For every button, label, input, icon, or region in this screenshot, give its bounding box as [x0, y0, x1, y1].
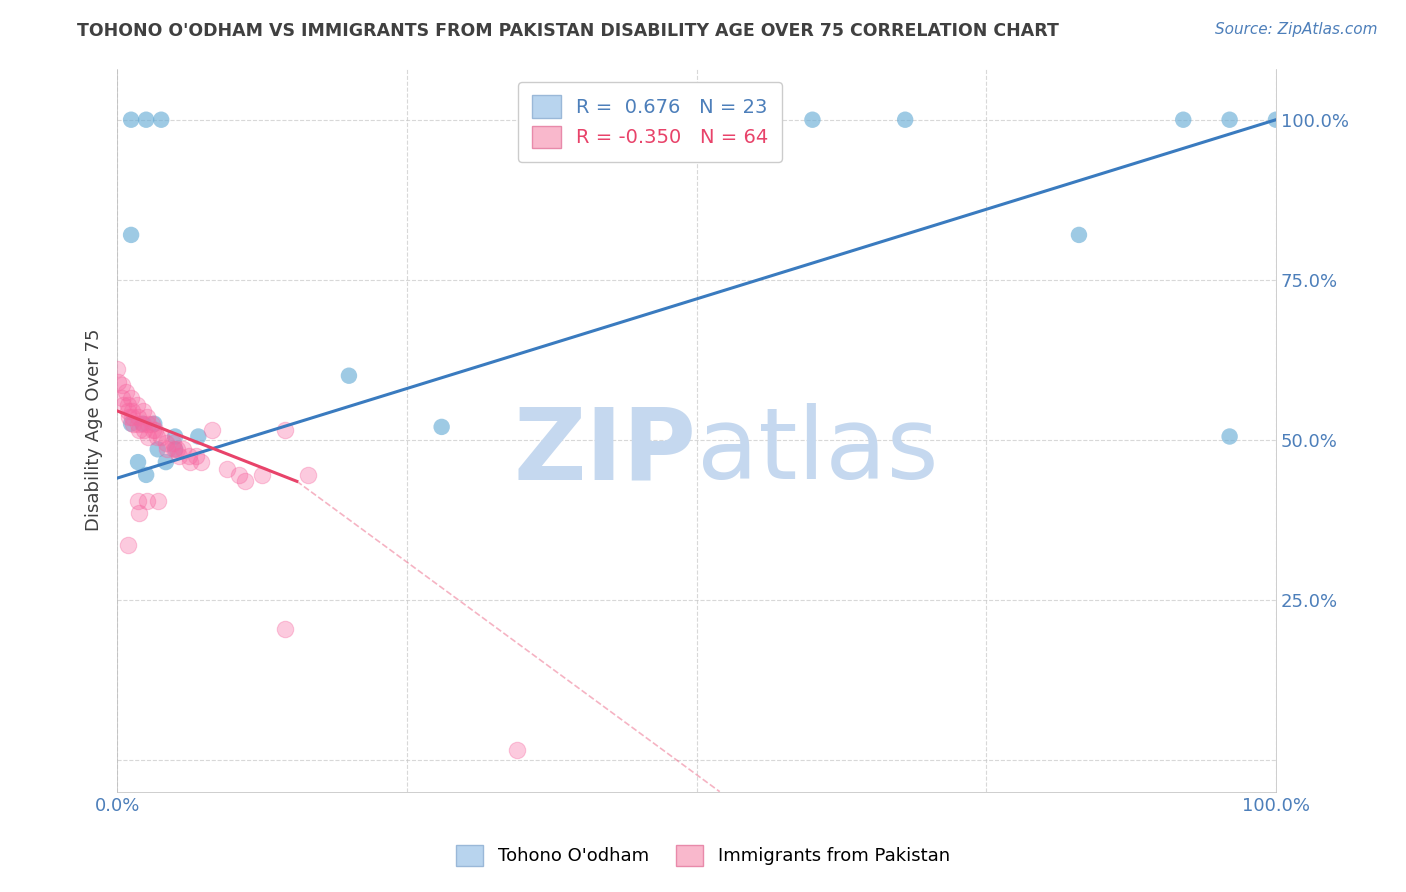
Point [163, 442, 186, 457]
Legend: R =  0.676   N = 23, R = -0.350   N = 64: R = 0.676 N = 23, R = -0.350 N = 64 [519, 82, 782, 161]
Point [118, 410, 141, 425]
Point [138, 429, 160, 443]
Point [117, 397, 139, 411]
Point [250, 467, 273, 482]
Point [135, 467, 157, 482]
Point [179, 455, 201, 469]
Point [274, 622, 297, 636]
Point [1265, 112, 1288, 127]
Text: atlas: atlas [696, 403, 938, 500]
Point [127, 417, 149, 431]
Point [1067, 227, 1090, 242]
Point [217, 461, 239, 475]
Point [233, 475, 256, 489]
Point [184, 449, 207, 463]
Point [111, 378, 134, 392]
Point [105, 362, 128, 376]
Point [120, 391, 142, 405]
Point [117, 404, 139, 418]
Point [894, 112, 917, 127]
Point [1219, 429, 1241, 443]
Point [120, 227, 142, 242]
Point [801, 112, 824, 127]
Text: Source: ZipAtlas.com: Source: ZipAtlas.com [1215, 22, 1378, 37]
Point [1173, 112, 1195, 127]
Point [297, 467, 319, 482]
Point [131, 417, 153, 431]
Point [146, 442, 169, 457]
Point [131, 417, 153, 431]
Point [165, 429, 187, 443]
Legend: Tohono O'odham, Immigrants from Pakistan: Tohono O'odham, Immigrants from Pakistan [444, 832, 962, 879]
Point [274, 423, 297, 437]
Point [125, 397, 148, 411]
Point [506, 743, 529, 757]
Point [145, 429, 167, 443]
Point [121, 404, 143, 418]
Point [201, 423, 224, 437]
Point [138, 417, 160, 431]
Point [136, 410, 159, 425]
Point [228, 467, 250, 482]
Point [120, 417, 142, 431]
Point [107, 375, 129, 389]
Point [136, 493, 159, 508]
Point [1219, 112, 1241, 127]
Point [177, 449, 200, 463]
Point [131, 404, 153, 418]
Point [111, 397, 134, 411]
Point [150, 429, 173, 443]
Point [122, 417, 145, 431]
Point [167, 449, 190, 463]
Point [127, 455, 149, 469]
Point [135, 112, 157, 127]
Point [120, 112, 142, 127]
Point [166, 442, 188, 457]
Point [155, 436, 177, 450]
Point [337, 368, 360, 383]
Point [128, 423, 150, 437]
Point [145, 423, 167, 437]
Point [132, 423, 155, 437]
Text: TOHONO O'ODHAM VS IMMIGRANTS FROM PAKISTAN DISABILITY AGE OVER 75 CORRELATION CH: TOHONO O'ODHAM VS IMMIGRANTS FROM PAKIST… [77, 22, 1059, 40]
Text: ZIP: ZIP [513, 403, 696, 500]
Point [165, 442, 187, 457]
Point [430, 420, 453, 434]
Point [162, 436, 184, 450]
Point [190, 455, 212, 469]
Point [128, 506, 150, 520]
Point [117, 538, 139, 552]
Point [146, 493, 169, 508]
Point [142, 423, 165, 437]
Point [172, 442, 194, 457]
Point [141, 417, 163, 431]
Point [187, 429, 209, 443]
Point [127, 493, 149, 508]
Y-axis label: Disability Age Over 75: Disability Age Over 75 [86, 329, 103, 532]
Point [111, 391, 134, 405]
Point [121, 410, 143, 425]
Point [156, 442, 179, 457]
Point [127, 410, 149, 425]
Point [143, 417, 166, 431]
Point [155, 455, 177, 469]
Point [150, 112, 173, 127]
Point [115, 384, 138, 399]
